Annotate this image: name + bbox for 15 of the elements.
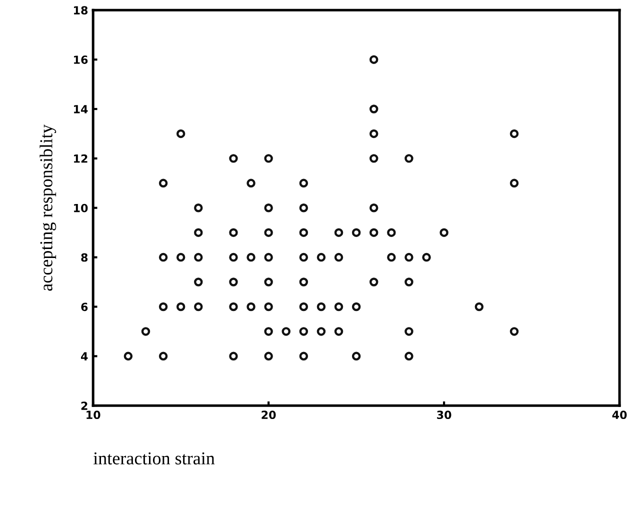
x-tick-label: 10 <box>86 410 100 420</box>
x-tick-label: 20 <box>262 410 276 420</box>
x-tick-label: 40 <box>612 410 627 420</box>
y-tick-label: 10 <box>74 204 88 212</box>
x-tick-label: 30 <box>437 410 452 420</box>
y-tick-label: 16 <box>74 56 88 64</box>
y-tick-label: 8 <box>81 253 88 262</box>
y-tick-label: 18 <box>74 6 88 15</box>
y-tick-label: 2 <box>81 402 88 410</box>
x-axis-title: interaction strain <box>93 452 215 464</box>
y-tick-label: 6 <box>81 302 88 312</box>
y-tick-label: 4 <box>81 352 88 360</box>
y-tick-label: 12 <box>74 154 88 163</box>
y-axis-title: accepting responsiblity <box>40 124 56 291</box>
y-tick-label: 14 <box>74 105 88 114</box>
